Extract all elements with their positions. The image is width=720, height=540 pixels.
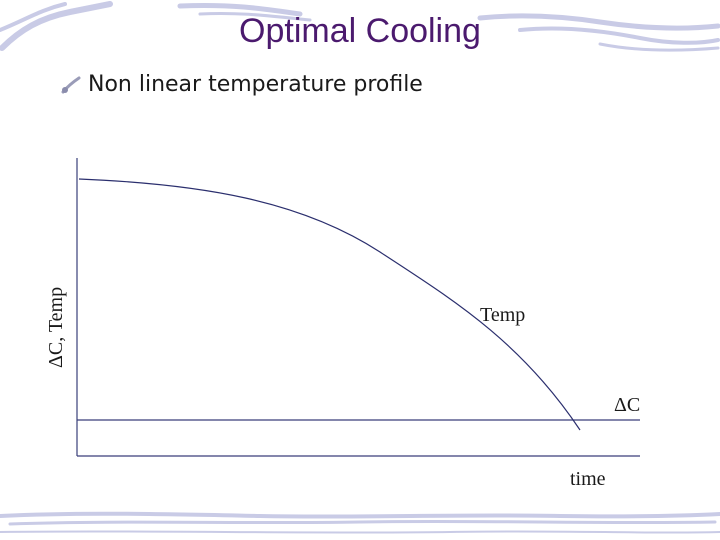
x-axis-label: time xyxy=(570,468,606,490)
slide-title: Optimal Cooling xyxy=(239,12,481,50)
temp-curve-label: Temp xyxy=(480,304,525,326)
brush-bullet-icon xyxy=(61,76,81,94)
temperature-curve xyxy=(78,178,581,431)
y-axis-label: ΔC, Temp xyxy=(45,287,67,368)
delta-c-label: ΔC xyxy=(614,394,640,416)
bullet-text: Non linear temperature profile xyxy=(88,72,423,97)
